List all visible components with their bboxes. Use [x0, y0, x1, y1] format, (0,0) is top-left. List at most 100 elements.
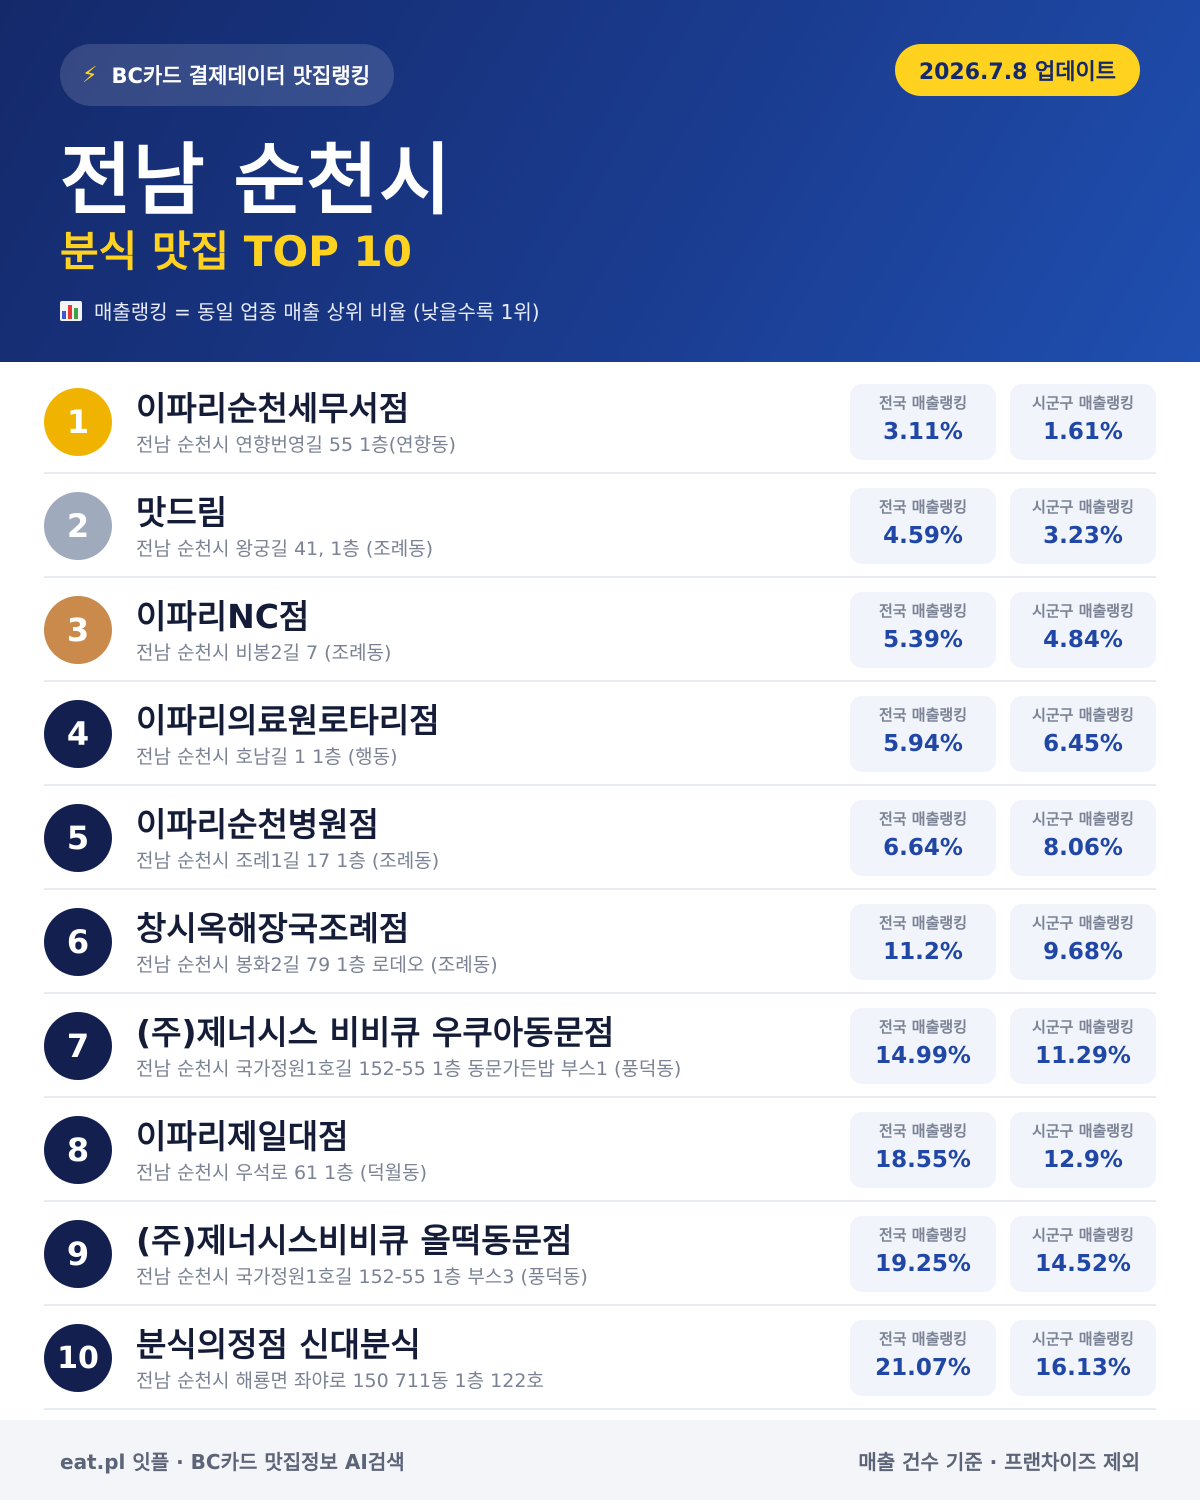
- page-title: 전남 순천시: [60, 136, 452, 226]
- ranking-list: 1 이파리순천세무서점 전남 순천시 연향번영길 55 1층(연향동) 전국 매…: [44, 370, 1156, 1410]
- restaurant-row[interactable]: 3 이파리NC점 전남 순천시 비봉2길 7 (조례동) 전국 매출랭킹 5.3…: [44, 578, 1156, 682]
- national-ranking-label: 전국 매출랭킹: [878, 706, 968, 724]
- local-ranking-value: 6.45%: [1043, 731, 1123, 757]
- national-ranking-label: 전국 매출랭킹: [878, 602, 968, 620]
- restaurant-name[interactable]: 이파리의료원로타리점: [136, 701, 440, 740]
- restaurant-row[interactable]: 6 창시옥해장국조례점 전남 순천시 봉화2길 79 1층 로데오 (조례동) …: [44, 890, 1156, 994]
- national-ranking-box: 전국 매출랭킹 11.2%: [850, 904, 996, 980]
- legend-note: 매출랭킹 = 동일 업종 매출 상위 비율 (낮을수록 1위): [60, 296, 540, 325]
- national-ranking-label: 전국 매출랭킹: [878, 1018, 968, 1036]
- local-ranking-value: 8.06%: [1043, 835, 1123, 861]
- national-ranking-value: 5.94%: [883, 731, 963, 757]
- footer: eat.pl 잇플 · BC카드 맛집정보 AI검색 매출 건수 기준 · 프랜…: [0, 1420, 1200, 1500]
- local-ranking-value: 3.23%: [1043, 523, 1123, 549]
- local-ranking-box: 시군구 매출랭킹 9.68%: [1010, 904, 1156, 980]
- national-ranking-box: 전국 매출랭킹 19.25%: [850, 1216, 996, 1292]
- local-ranking-box: 시군구 매출랭킹 6.45%: [1010, 696, 1156, 772]
- rank-badge: 10: [44, 1324, 112, 1392]
- local-ranking-value: 1.61%: [1043, 419, 1123, 445]
- local-ranking-label: 시군구 매출랭킹: [1032, 602, 1134, 620]
- restaurant-name[interactable]: 이파리NC점: [136, 597, 310, 636]
- rank-badge: 9: [44, 1220, 112, 1288]
- restaurant-address: 전남 순천시 비봉2길 7 (조례동): [136, 642, 392, 664]
- national-ranking-value: 6.64%: [883, 835, 963, 861]
- rank-badge: 3: [44, 596, 112, 664]
- national-ranking-box: 전국 매출랭킹 18.55%: [850, 1112, 996, 1188]
- national-ranking-box: 전국 매출랭킹 5.39%: [850, 592, 996, 668]
- national-ranking-value: 4.59%: [883, 523, 963, 549]
- national-ranking-label: 전국 매출랭킹: [878, 498, 968, 516]
- local-ranking-label: 시군구 매출랭킹: [1032, 394, 1134, 412]
- restaurant-address: 전남 순천시 해룡면 좌야로 150 711동 1층 122호: [136, 1370, 544, 1392]
- restaurant-name[interactable]: 이파리순천세무서점: [136, 389, 410, 428]
- local-ranking-label: 시군구 매출랭킹: [1032, 706, 1134, 724]
- restaurant-address: 전남 순천시 조례1길 17 1층 (조례동): [136, 850, 440, 872]
- national-ranking-box: 전국 매출랭킹 4.59%: [850, 488, 996, 564]
- restaurant-address: 전남 순천시 호남길 1 1층 (행동): [136, 746, 398, 768]
- local-ranking-label: 시군구 매출랭킹: [1032, 1330, 1134, 1348]
- local-ranking-box: 시군구 매출랭킹 12.9%: [1010, 1112, 1156, 1188]
- bar-chart-icon: [60, 300, 82, 321]
- restaurant-address: 전남 순천시 국가정원1호길 152-55 1층 부스3 (풍덕동): [136, 1266, 588, 1288]
- local-ranking-box: 시군구 매출랭킹 8.06%: [1010, 800, 1156, 876]
- restaurant-row[interactable]: 4 이파리의료원로타리점 전남 순천시 호남길 1 1층 (행동) 전국 매출랭…: [44, 682, 1156, 786]
- national-ranking-label: 전국 매출랭킹: [878, 1330, 968, 1348]
- local-ranking-box: 시군구 매출랭킹 11.29%: [1010, 1008, 1156, 1084]
- local-ranking-box: 시군구 매출랭킹 16.13%: [1010, 1320, 1156, 1396]
- restaurant-name[interactable]: 창시옥해장국조례점: [136, 909, 410, 948]
- national-ranking-label: 전국 매출랭킹: [878, 810, 968, 828]
- restaurant-row[interactable]: 5 이파리순천병원점 전남 순천시 조례1길 17 1층 (조례동) 전국 매출…: [44, 786, 1156, 890]
- local-ranking-value: 11.29%: [1035, 1043, 1131, 1069]
- source-label: BC카드 결제데이터 맛집랭킹: [111, 64, 371, 88]
- national-ranking-value: 19.25%: [875, 1251, 971, 1277]
- local-ranking-value: 12.9%: [1043, 1147, 1123, 1173]
- restaurant-name[interactable]: (주)제너시스비비큐 올떡동문점: [136, 1221, 573, 1260]
- national-ranking-box: 전국 매출랭킹 14.99%: [850, 1008, 996, 1084]
- national-ranking-box: 전국 매출랭킹 3.11%: [850, 384, 996, 460]
- national-ranking-label: 전국 매출랭킹: [878, 1122, 968, 1140]
- local-ranking-value: 4.84%: [1043, 627, 1123, 653]
- national-ranking-box: 전국 매출랭킹 5.94%: [850, 696, 996, 772]
- local-ranking-label: 시군구 매출랭킹: [1032, 1226, 1134, 1244]
- national-ranking-value: 14.99%: [875, 1043, 971, 1069]
- rank-badge: 7: [44, 1012, 112, 1080]
- national-ranking-value: 5.39%: [883, 627, 963, 653]
- national-ranking-value: 3.11%: [883, 419, 963, 445]
- header-banner: ⚡ BC카드 결제데이터 맛집랭킹 2026.7.8 업데이트 전남 순천시 분…: [0, 0, 1200, 362]
- rank-badge: 5: [44, 804, 112, 872]
- legend-text: 매출랭킹 = 동일 업종 매출 상위 비율 (낮을수록 1위): [94, 300, 540, 324]
- footer-note: 매출 건수 기준 · 프랜차이즈 제외: [858, 1450, 1140, 1474]
- local-ranking-label: 시군구 매출랭킹: [1032, 498, 1134, 516]
- local-ranking-box: 시군구 매출랭킹 14.52%: [1010, 1216, 1156, 1292]
- restaurant-row[interactable]: 2 맛드림 전남 순천시 왕궁길 41, 1층 (조례동) 전국 매출랭킹 4.…: [44, 474, 1156, 578]
- rank-badge: 8: [44, 1116, 112, 1184]
- restaurant-row[interactable]: 9 (주)제너시스비비큐 올떡동문점 전남 순천시 국가정원1호길 152-55…: [44, 1202, 1156, 1306]
- page-subtitle: 분식 맛집 TOP 10: [60, 227, 413, 276]
- restaurant-address: 전남 순천시 국가정원1호길 152-55 1층 동문가든밥 부스1 (풍덕동): [136, 1058, 682, 1080]
- local-ranking-label: 시군구 매출랭킹: [1032, 1018, 1134, 1036]
- restaurant-name[interactable]: 이파리제일대점: [136, 1117, 349, 1156]
- national-ranking-label: 전국 매출랭킹: [878, 394, 968, 412]
- restaurant-row[interactable]: 1 이파리순천세무서점 전남 순천시 연향번영길 55 1층(연향동) 전국 매…: [44, 370, 1156, 474]
- local-ranking-value: 9.68%: [1043, 939, 1123, 965]
- restaurant-address: 전남 순천시 연향번영길 55 1층(연향동): [136, 434, 456, 456]
- national-ranking-value: 21.07%: [875, 1355, 971, 1381]
- national-ranking-label: 전국 매출랭킹: [878, 1226, 968, 1244]
- local-ranking-value: 16.13%: [1035, 1355, 1131, 1381]
- rank-badge: 4: [44, 700, 112, 768]
- local-ranking-value: 14.52%: [1035, 1251, 1131, 1277]
- source-pill: ⚡ BC카드 결제데이터 맛집랭킹: [60, 44, 395, 106]
- national-ranking-box: 전국 매출랭킹 21.07%: [850, 1320, 996, 1396]
- restaurant-row[interactable]: 10 분식의정점 신대분식 전남 순천시 해룡면 좌야로 150 711동 1층…: [44, 1306, 1156, 1410]
- restaurant-row[interactable]: 7 (주)제너시스 비비큐 우쿠아동문점 전남 순천시 국가정원1호길 152-…: [44, 994, 1156, 1098]
- restaurant-row[interactable]: 8 이파리제일대점 전남 순천시 우석로 61 1층 (덕월동) 전국 매출랭킹…: [44, 1098, 1156, 1202]
- restaurant-name[interactable]: 맛드림: [136, 493, 228, 532]
- restaurant-address: 전남 순천시 우석로 61 1층 (덕월동): [136, 1162, 428, 1184]
- restaurant-name[interactable]: (주)제너시스 비비큐 우쿠아동문점: [136, 1013, 615, 1052]
- restaurant-name[interactable]: 분식의정점 신대분식: [136, 1325, 421, 1364]
- restaurant-address: 전남 순천시 왕궁길 41, 1층 (조례동): [136, 538, 434, 560]
- local-ranking-label: 시군구 매출랭킹: [1032, 1122, 1134, 1140]
- local-ranking-label: 시군구 매출랭킹: [1032, 810, 1134, 828]
- rank-badge: 6: [44, 908, 112, 976]
- restaurant-name[interactable]: 이파리순천병원점: [136, 805, 379, 844]
